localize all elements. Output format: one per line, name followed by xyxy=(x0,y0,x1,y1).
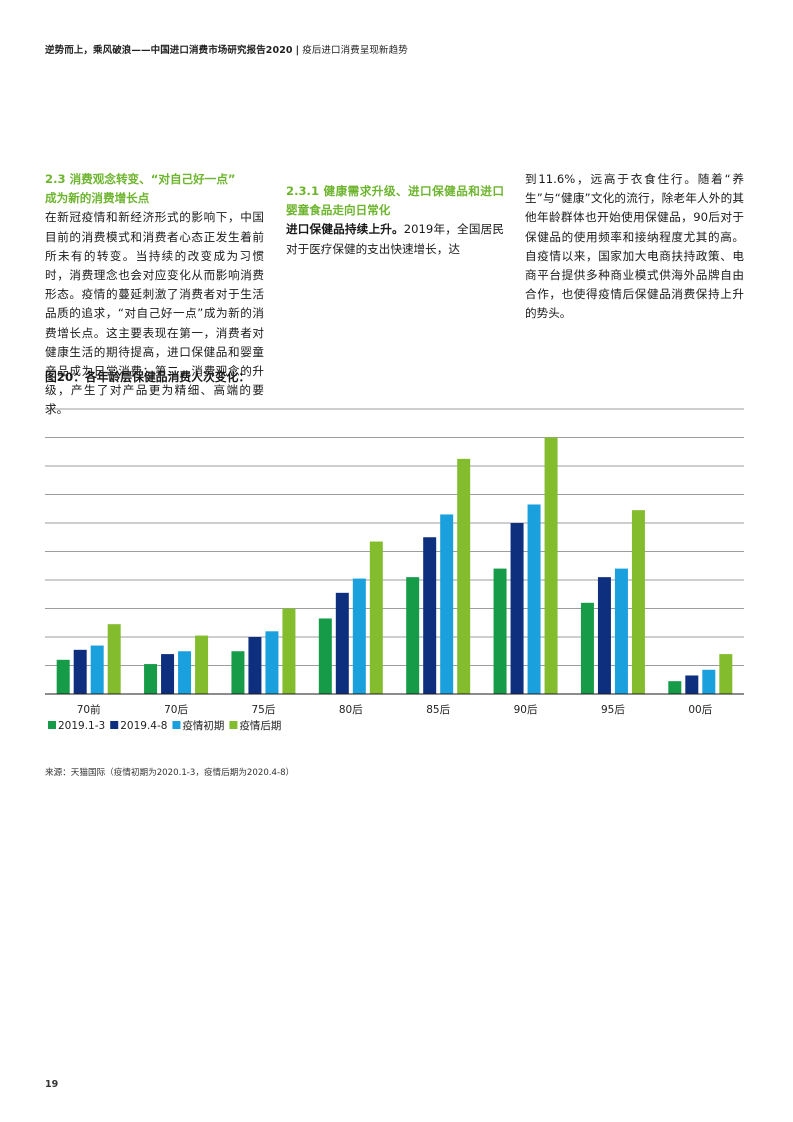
bar-80后-疫情初期 xyxy=(352,578,366,694)
category-label: 70后 xyxy=(164,704,188,716)
text-column-1: 2.3 消费观念转变、“对自己好一点” 成为新的消费增长点 在新冠疫情和新经济形… xyxy=(45,170,264,420)
figure-title: 图20：各年龄层保健品消费人次变化： xyxy=(45,370,251,384)
page-number: 19 xyxy=(45,1079,59,1090)
category-label: 70前 xyxy=(77,703,101,716)
category-label: 85后 xyxy=(426,704,450,716)
source-note: 来源：天猫国际（疫情初期为2020.1-3，疫情后期为2020.4-8） xyxy=(45,768,295,778)
bar-70后-疫情初期 xyxy=(178,651,192,694)
category-label: 95后 xyxy=(601,704,625,716)
category-label: 80后 xyxy=(339,704,363,716)
subsection-paragraph-part1: 2019年，全国居民对于医疗保健的支出快速增长，达 xyxy=(286,222,504,256)
bar-95后-疫情后期 xyxy=(631,510,645,694)
bar-75后-疫情后期 xyxy=(282,608,296,694)
subsection-paragraph-continued: 到11.6%，远高于衣食住行。随着“养生”与“健康”文化的流行，除老年人外的其他… xyxy=(525,172,744,321)
legend-swatch xyxy=(229,721,238,729)
legend-swatch xyxy=(48,721,56,729)
bar-70前-疫情初期 xyxy=(90,645,104,694)
bar-70后-疫情后期 xyxy=(195,635,209,694)
text-column-2: 2.3.1 健康需求升级、进口保健品和进口婴童食品走向日常化 进口保健品持续上升… xyxy=(286,170,504,259)
category-label: 00后 xyxy=(688,704,712,716)
bar-00后-疫情后期 xyxy=(719,654,733,694)
bar-00后-2019.1-3 xyxy=(668,681,682,694)
bar-70前-疫情后期 xyxy=(107,624,121,694)
bar-70前-2019.4-8 xyxy=(73,649,87,694)
subsection-paragraph: 进口保健品持续上升。2019年，全国居民对于医疗保健的支出快速增长，达 xyxy=(286,220,504,258)
section-title: 2.3 消费观念转变、“对自己好一点” 成为新的消费增长点 xyxy=(45,170,264,208)
bar-85后-疫情后期 xyxy=(457,458,471,694)
bar-85后-疫情初期 xyxy=(440,514,454,694)
bar-75后-2019.1-3 xyxy=(231,651,245,694)
bar-95后-2019.4-8 xyxy=(597,577,611,694)
bar-95后-疫情初期 xyxy=(614,568,628,694)
bar-70前-2019.1-3 xyxy=(56,659,70,694)
legend-label: 2019.1-3 xyxy=(58,720,105,732)
spacer xyxy=(286,170,504,182)
bar-70后-2019.1-3 xyxy=(144,664,158,694)
bar-80后-2019.4-8 xyxy=(335,592,349,694)
section-title-line2: 成为新的消费增长点 xyxy=(45,191,150,206)
header-separator: | xyxy=(295,45,300,56)
bar-00后-2019.4-8 xyxy=(685,675,699,694)
bar-00后-疫情初期 xyxy=(702,669,716,694)
bar-85后-2019.1-3 xyxy=(406,577,420,694)
bar-chart: 70前 70后 75后 80后 85后 90后 95后 00后 2019.1-3 2019.4-8… xyxy=(45,408,744,732)
bar-90后-2019.1-3 xyxy=(493,568,507,694)
legend-swatch xyxy=(172,721,181,729)
section-title-line1: 2.3 消费观念转变、“对自己好一点” xyxy=(45,172,236,186)
bar-95后-2019.1-3 xyxy=(580,602,594,694)
bar-80后-疫情后期 xyxy=(369,541,383,694)
bar-75后-疫情初期 xyxy=(265,631,279,694)
bar-90后-疫情后期 xyxy=(544,437,558,694)
bar-70后-2019.4-8 xyxy=(161,654,175,694)
text-column-3: 到11.6%，远高于衣食住行。随着“养生”与“健康”文化的流行，除老年人外的其他… xyxy=(525,170,744,324)
legend-swatch xyxy=(110,721,119,729)
bar-80后-2019.1-3 xyxy=(318,618,332,694)
bar-90后-疫情初期 xyxy=(527,504,541,694)
legend-label: 2019.4-8 xyxy=(120,720,167,732)
bar-75后-2019.4-8 xyxy=(248,637,262,694)
chapter-subtitle: 疫后进口消费呈现新趋势 xyxy=(302,45,408,56)
subsection-title: 2.3.1 健康需求升级、进口保健品和进口婴童食品走向日常化 xyxy=(286,184,504,218)
section-paragraph: 在新冠疫情和新经济形式的影响下，中国目前的消费模式和消费者心态正发生着前所未有的… xyxy=(45,210,264,417)
bar-85后-2019.4-8 xyxy=(423,537,437,694)
report-title: 逆势而上，乘风破浪——中国进口消费市场研究报告2020 xyxy=(45,45,293,56)
bar-90后-2019.4-8 xyxy=(510,523,524,694)
subsection-lead: 进口保健品持续上升。 xyxy=(286,222,404,237)
category-label: 90后 xyxy=(514,704,538,716)
legend-label: 疫情后期 xyxy=(239,719,281,732)
legend-label: 疫情初期 xyxy=(182,719,224,732)
running-header: 逆势而上，乘风破浪——中国进口消费市场研究报告2020 | 疫后进口消费呈现新趋势 xyxy=(45,42,408,56)
category-label: 75后 xyxy=(252,704,276,716)
